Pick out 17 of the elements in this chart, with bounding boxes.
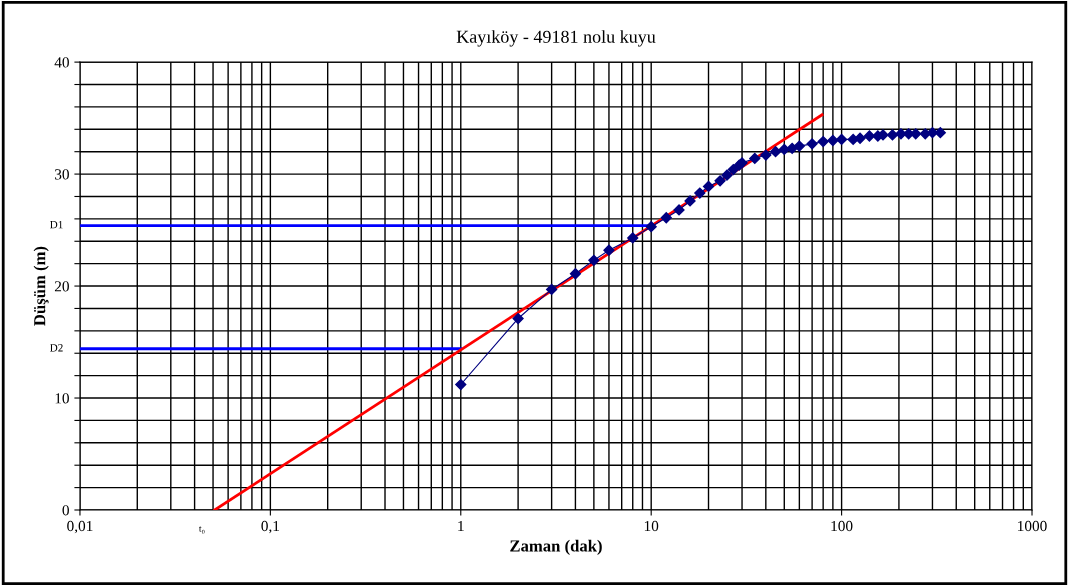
y-tick-label: 10: [55, 393, 69, 404]
x-tick-label: 1000: [1018, 520, 1047, 532]
x-tick-label: 0,01: [67, 520, 93, 534]
chart-title: Kayıköy - 49181 nolu kuyu: [456, 30, 656, 47]
x-tick-label: 1: [458, 520, 464, 532]
x-tick-label: 0,1: [261, 520, 279, 534]
x-tick-label: 10: [644, 520, 659, 532]
y-axis-title: Düşüm (m): [33, 246, 49, 326]
annotation: t₀: [198, 526, 205, 534]
series-label: D1: [50, 220, 63, 229]
x-axis-title: Zaman (dak): [510, 539, 602, 555]
y-tick-label: 0: [62, 505, 69, 516]
y-tick-label: 20: [54, 281, 69, 292]
y-tick-label: 30: [55, 169, 69, 180]
y-tick-label: 40: [54, 57, 69, 68]
series-label: D2: [50, 344, 63, 352]
x-tick-label: 100: [831, 520, 853, 532]
